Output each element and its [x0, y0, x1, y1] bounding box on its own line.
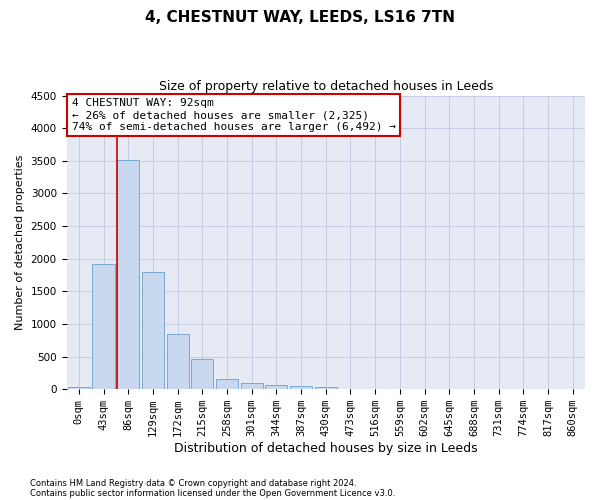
Bar [117, 160, 139, 389]
Y-axis label: Number of detached properties: Number of detached properties [15, 154, 25, 330]
Text: 4, CHESTNUT WAY, LEEDS, LS16 7TN: 4, CHESTNUT WAY, LEEDS, LS16 7TN [145, 10, 455, 25]
Bar [92, 264, 115, 389]
Bar [241, 383, 263, 389]
X-axis label: Distribution of detached houses by size in Leeds: Distribution of detached houses by size … [174, 442, 478, 455]
Bar [314, 386, 337, 389]
Bar [167, 334, 189, 389]
Text: Contains public sector information licensed under the Open Government Licence v3: Contains public sector information licen… [30, 488, 395, 498]
Title: Size of property relative to detached houses in Leeds: Size of property relative to detached ho… [158, 80, 493, 93]
Bar [290, 386, 312, 389]
Bar [216, 379, 238, 389]
Bar [142, 272, 164, 389]
Text: 4 CHESTNUT WAY: 92sqm
← 26% of detached houses are smaller (2,325)
74% of semi-d: 4 CHESTNUT WAY: 92sqm ← 26% of detached … [72, 98, 396, 132]
Bar [265, 385, 287, 389]
Text: Contains HM Land Registry data © Crown copyright and database right 2024.: Contains HM Land Registry data © Crown c… [30, 478, 356, 488]
Bar [68, 386, 90, 389]
Bar [191, 359, 214, 389]
